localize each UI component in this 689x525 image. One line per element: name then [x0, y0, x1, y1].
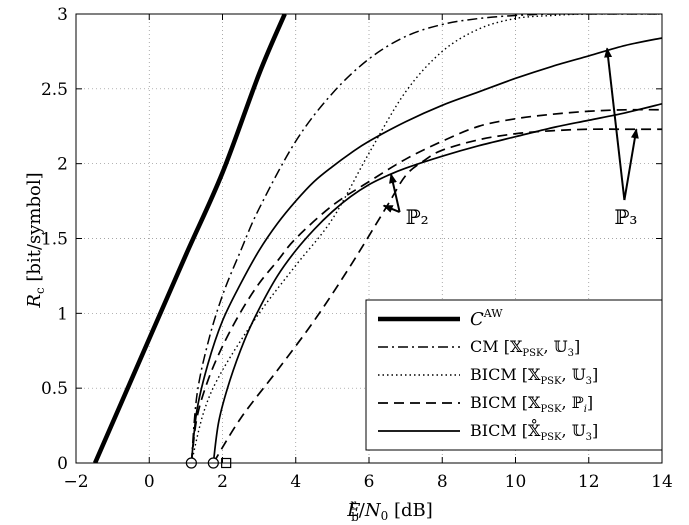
legend: CAW CM [𝕏PSK, 𝕌3] BICM [𝕏PSK, 𝕌3] BICM […	[365, 299, 663, 451]
y-tick-label: 1.5	[41, 230, 68, 250]
x-tick-label: 8	[437, 472, 448, 492]
y-tick-label: 1	[57, 304, 68, 324]
annotation-label-1: ℙ₃	[614, 205, 637, 229]
y-axis-label: Rc [bit/symbol]	[24, 172, 47, 308]
legend-label-bicm-ringxpsk-u3: BICM [𝕏̊PSK, 𝕌3]	[470, 419, 598, 443]
series-line-0	[92, 14, 287, 463]
x-tick-label: −2	[63, 472, 88, 492]
x-tick-label: 14	[651, 472, 673, 492]
legend-label-cm-xpsk-u3: CM [𝕏PSK, 𝕌3]	[470, 337, 580, 359]
y-tick-label: 2	[57, 155, 68, 175]
annotation-group: ℙ₂ ℙ₃	[382, 47, 639, 229]
annotation-arrow	[604, 47, 626, 201]
x-tick-label: 6	[364, 472, 375, 492]
series-line-2	[190, 14, 662, 463]
annotation-arrow	[382, 204, 401, 213]
x-axis-label: Er b/N0 [dB]	[346, 497, 433, 524]
annotation-arrow	[623, 128, 639, 201]
x-tick-label: 0	[144, 472, 155, 492]
series-line-4	[190, 108, 662, 463]
x-tick-label: 2	[217, 472, 228, 492]
series-line-5	[212, 102, 662, 463]
legend-label-cAW: CAW	[470, 307, 503, 330]
series-line-6	[190, 37, 662, 463]
x-tick-label: 4	[290, 472, 301, 492]
legend-label-bicm-xpsk-u3: BICM [𝕏PSK, 𝕌3]	[470, 365, 598, 387]
legend-label-bicm-xpsk-pi: BICM [𝕏PSK, ℙi]	[470, 393, 593, 415]
x-tick-label: 10	[505, 472, 527, 492]
series-group	[92, 14, 662, 463]
annotation-arrow	[389, 173, 401, 213]
x-tick-label: 12	[578, 472, 600, 492]
y-tick-label: 2.5	[41, 80, 68, 100]
annotation-label-0: ℙ₂	[406, 205, 429, 229]
y-tick-label: 0.5	[41, 379, 68, 399]
y-tick-label: 3	[57, 5, 68, 25]
series-line-3	[212, 128, 662, 463]
y-tick-label: 0	[57, 454, 68, 474]
